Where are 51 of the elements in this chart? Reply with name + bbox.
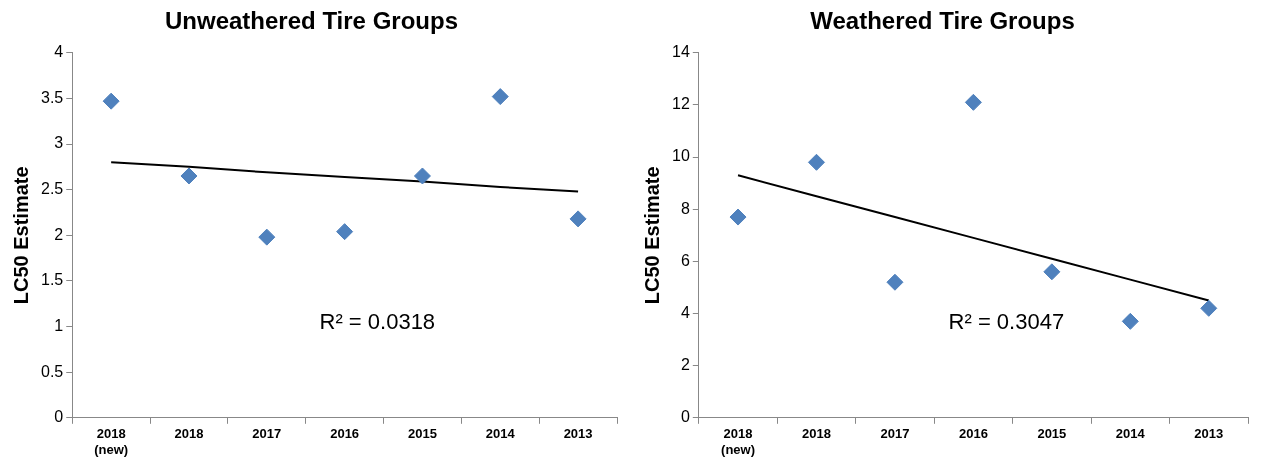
y-tick-label: 12 [672, 95, 690, 113]
point [413, 167, 431, 185]
y-tick-label: 4 [54, 43, 64, 61]
point [180, 167, 198, 185]
point [491, 88, 509, 106]
point [807, 153, 825, 171]
point [102, 92, 120, 110]
x-tick-label: 2015 [1037, 426, 1067, 442]
x-tick-label: 2016 [330, 426, 360, 442]
y-tick-label: 2.5 [40, 180, 64, 198]
y-tick-label: 2 [54, 225, 64, 243]
x-tick-label: 2015 [407, 426, 437, 442]
x-tick-label: 2014 [1115, 426, 1146, 442]
point [1043, 263, 1061, 281]
y-tick-label: 14 [672, 43, 690, 61]
point [258, 228, 276, 246]
x-tick-label: 2017 [252, 426, 282, 442]
y-axis-title: LC50 Estimate [640, 166, 663, 305]
point [336, 223, 354, 241]
annotation: R² = 0.0318 [319, 308, 436, 334]
point [1121, 312, 1139, 330]
x-tick-label: 2016 [958, 426, 988, 442]
y-axis-title: LC50 Estimate [9, 166, 32, 305]
x-tick-label: 2013 [1194, 426, 1224, 442]
y-tick-label: 3 [54, 134, 64, 152]
y-tick-label: 6 [680, 251, 690, 269]
x-tick-label: 2018 [174, 426, 204, 442]
y-tick-label: 1.5 [40, 271, 64, 289]
y-tick-label: 8 [680, 199, 690, 217]
y-tick-label: 0.5 [40, 362, 64, 380]
x-tick-label: 2013 [563, 426, 593, 442]
y-tick-label: 10 [672, 147, 690, 165]
y-tick-label: 1 [54, 316, 64, 334]
point [729, 208, 747, 226]
x-tick-label: 2014 [485, 426, 516, 442]
x-tick-label: 2018 (new) [94, 426, 129, 457]
chart-title: Unweathered Tire Groups [165, 7, 458, 35]
point [886, 273, 904, 291]
y-tick-label: 4 [680, 303, 690, 321]
y-tick-label: 0 [54, 408, 64, 426]
x-tick-label: 2018 (new) [721, 426, 755, 457]
chart-title: Weathered Tire Groups [810, 7, 1075, 35]
point [964, 93, 982, 111]
point [1200, 299, 1218, 317]
point [569, 210, 587, 228]
x-tick-label: 2018 [802, 426, 831, 442]
y-tick-label: 0 [680, 408, 690, 426]
y-tick-label: 3.5 [40, 88, 64, 106]
x-tick-label: 2017 [880, 426, 910, 442]
annotation: R² = 0.3047 [948, 308, 1065, 334]
y-tick-label: 2 [680, 356, 690, 374]
